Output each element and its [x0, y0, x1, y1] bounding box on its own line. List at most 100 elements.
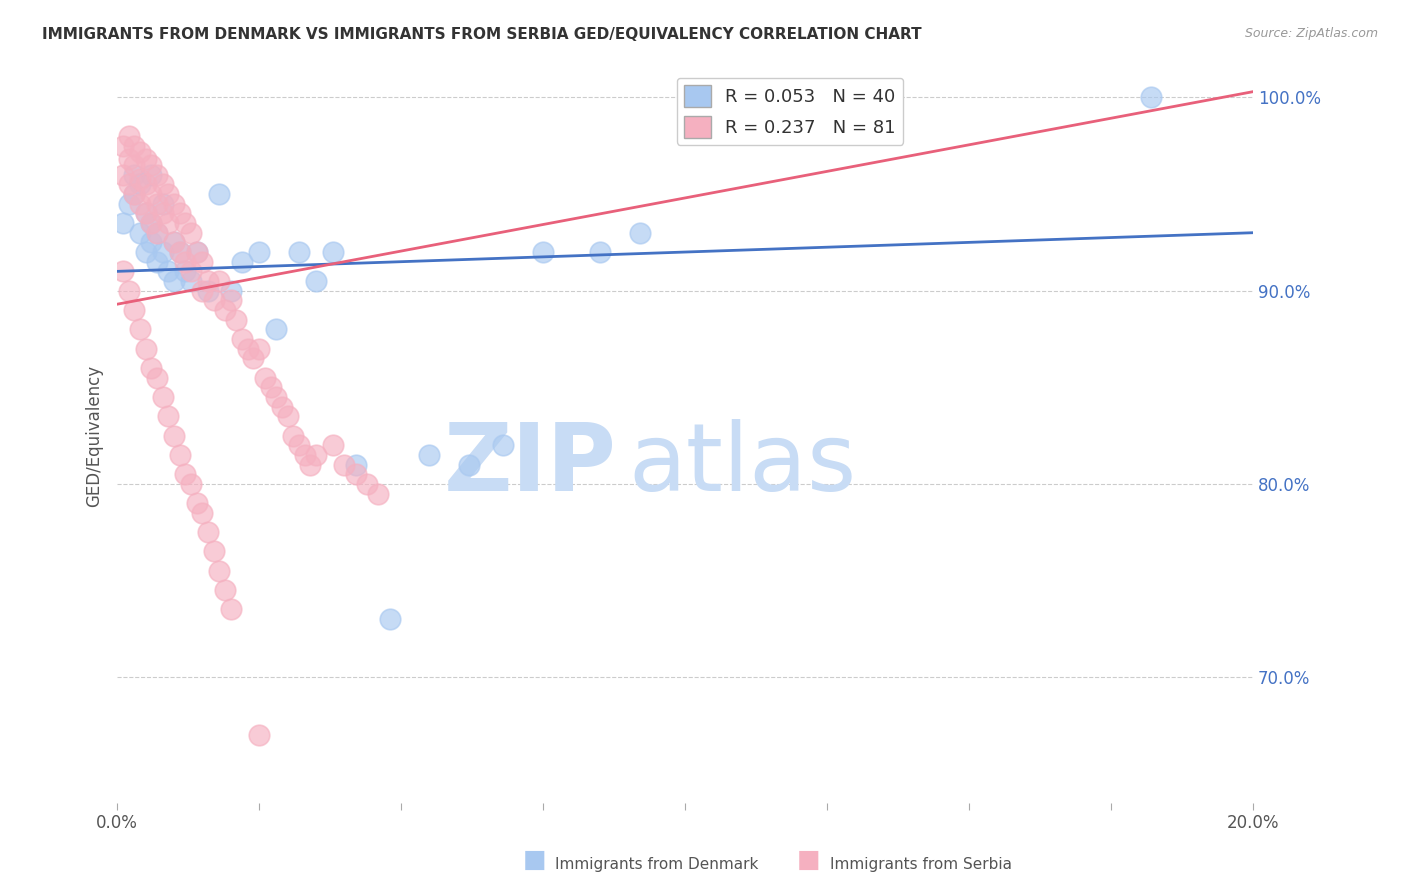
Point	[305, 274, 328, 288]
Point	[122, 138, 145, 153]
Point	[180, 226, 202, 240]
Text: Source: ZipAtlas.com: Source: ZipAtlas.com	[1244, 27, 1378, 40]
Point	[146, 226, 169, 240]
Point	[135, 153, 157, 167]
Point	[247, 342, 270, 356]
Point	[141, 158, 163, 172]
Text: IMMIGRANTS FROM DENMARK VS IMMIGRANTS FROM SERBIA GED/EQUIVALENCY CORRELATION CH: IMMIGRANTS FROM DENMARK VS IMMIGRANTS FR…	[42, 27, 922, 42]
Point	[157, 264, 180, 278]
Point	[378, 612, 401, 626]
Point	[163, 428, 186, 442]
Point	[122, 303, 145, 318]
Point	[169, 245, 191, 260]
Point	[146, 370, 169, 384]
Point	[157, 216, 180, 230]
Point	[294, 448, 316, 462]
Point	[186, 245, 208, 260]
Point	[141, 216, 163, 230]
Point	[231, 332, 253, 346]
Point	[169, 448, 191, 462]
Point	[146, 254, 169, 268]
Point	[191, 254, 214, 268]
Point	[214, 583, 236, 598]
Point	[141, 235, 163, 250]
Point	[129, 178, 152, 192]
Point	[202, 544, 225, 558]
Point	[253, 370, 276, 384]
Point	[247, 245, 270, 260]
Point	[277, 409, 299, 424]
Point	[180, 264, 202, 278]
Text: ■: ■	[523, 848, 546, 872]
Point	[163, 235, 186, 250]
Point	[135, 206, 157, 220]
Point	[231, 254, 253, 268]
Point	[152, 245, 174, 260]
Point	[197, 525, 219, 540]
Point	[236, 342, 259, 356]
Point	[208, 187, 231, 202]
Point	[169, 206, 191, 220]
Point	[186, 245, 208, 260]
Point	[305, 448, 328, 462]
Point	[122, 168, 145, 182]
Point	[174, 254, 197, 268]
Point	[174, 467, 197, 482]
Point	[589, 245, 612, 260]
Point	[299, 458, 322, 472]
Point	[141, 360, 163, 375]
Point	[141, 187, 163, 202]
Point	[180, 476, 202, 491]
Point	[180, 274, 202, 288]
Point	[129, 226, 152, 240]
Point	[111, 168, 134, 182]
Point	[152, 196, 174, 211]
Point	[283, 428, 305, 442]
Point	[163, 196, 186, 211]
Point	[288, 245, 311, 260]
Point	[202, 293, 225, 308]
Point	[344, 458, 367, 472]
Point	[264, 390, 287, 404]
Point	[152, 206, 174, 220]
Point	[146, 196, 169, 211]
Point	[367, 486, 389, 500]
Point	[117, 153, 139, 167]
Point	[174, 264, 197, 278]
Text: atlas: atlas	[628, 419, 856, 511]
Point	[169, 245, 191, 260]
Point	[146, 168, 169, 182]
Point	[242, 351, 264, 366]
Point	[247, 728, 270, 742]
Point	[122, 187, 145, 202]
Point	[191, 506, 214, 520]
Point	[186, 496, 208, 510]
Point	[157, 409, 180, 424]
Point	[191, 284, 214, 298]
Point	[219, 293, 242, 308]
Point	[117, 284, 139, 298]
Text: Immigrants from Serbia: Immigrants from Serbia	[830, 857, 1011, 872]
Point	[135, 178, 157, 192]
Text: Immigrants from Denmark: Immigrants from Denmark	[555, 857, 759, 872]
Point	[117, 196, 139, 211]
Point	[111, 216, 134, 230]
Point	[344, 467, 367, 482]
Point	[322, 245, 344, 260]
Point	[418, 448, 440, 462]
Point	[1139, 90, 1161, 104]
Point	[219, 284, 242, 298]
Point	[117, 129, 139, 144]
Text: ■: ■	[797, 848, 820, 872]
Point	[356, 476, 378, 491]
Point	[197, 274, 219, 288]
Point	[129, 322, 152, 336]
Point	[628, 226, 651, 240]
Point	[129, 145, 152, 159]
Point	[129, 171, 152, 186]
Point	[322, 438, 344, 452]
Point	[141, 168, 163, 182]
Point	[264, 322, 287, 336]
Point	[259, 380, 281, 394]
Point	[492, 438, 515, 452]
